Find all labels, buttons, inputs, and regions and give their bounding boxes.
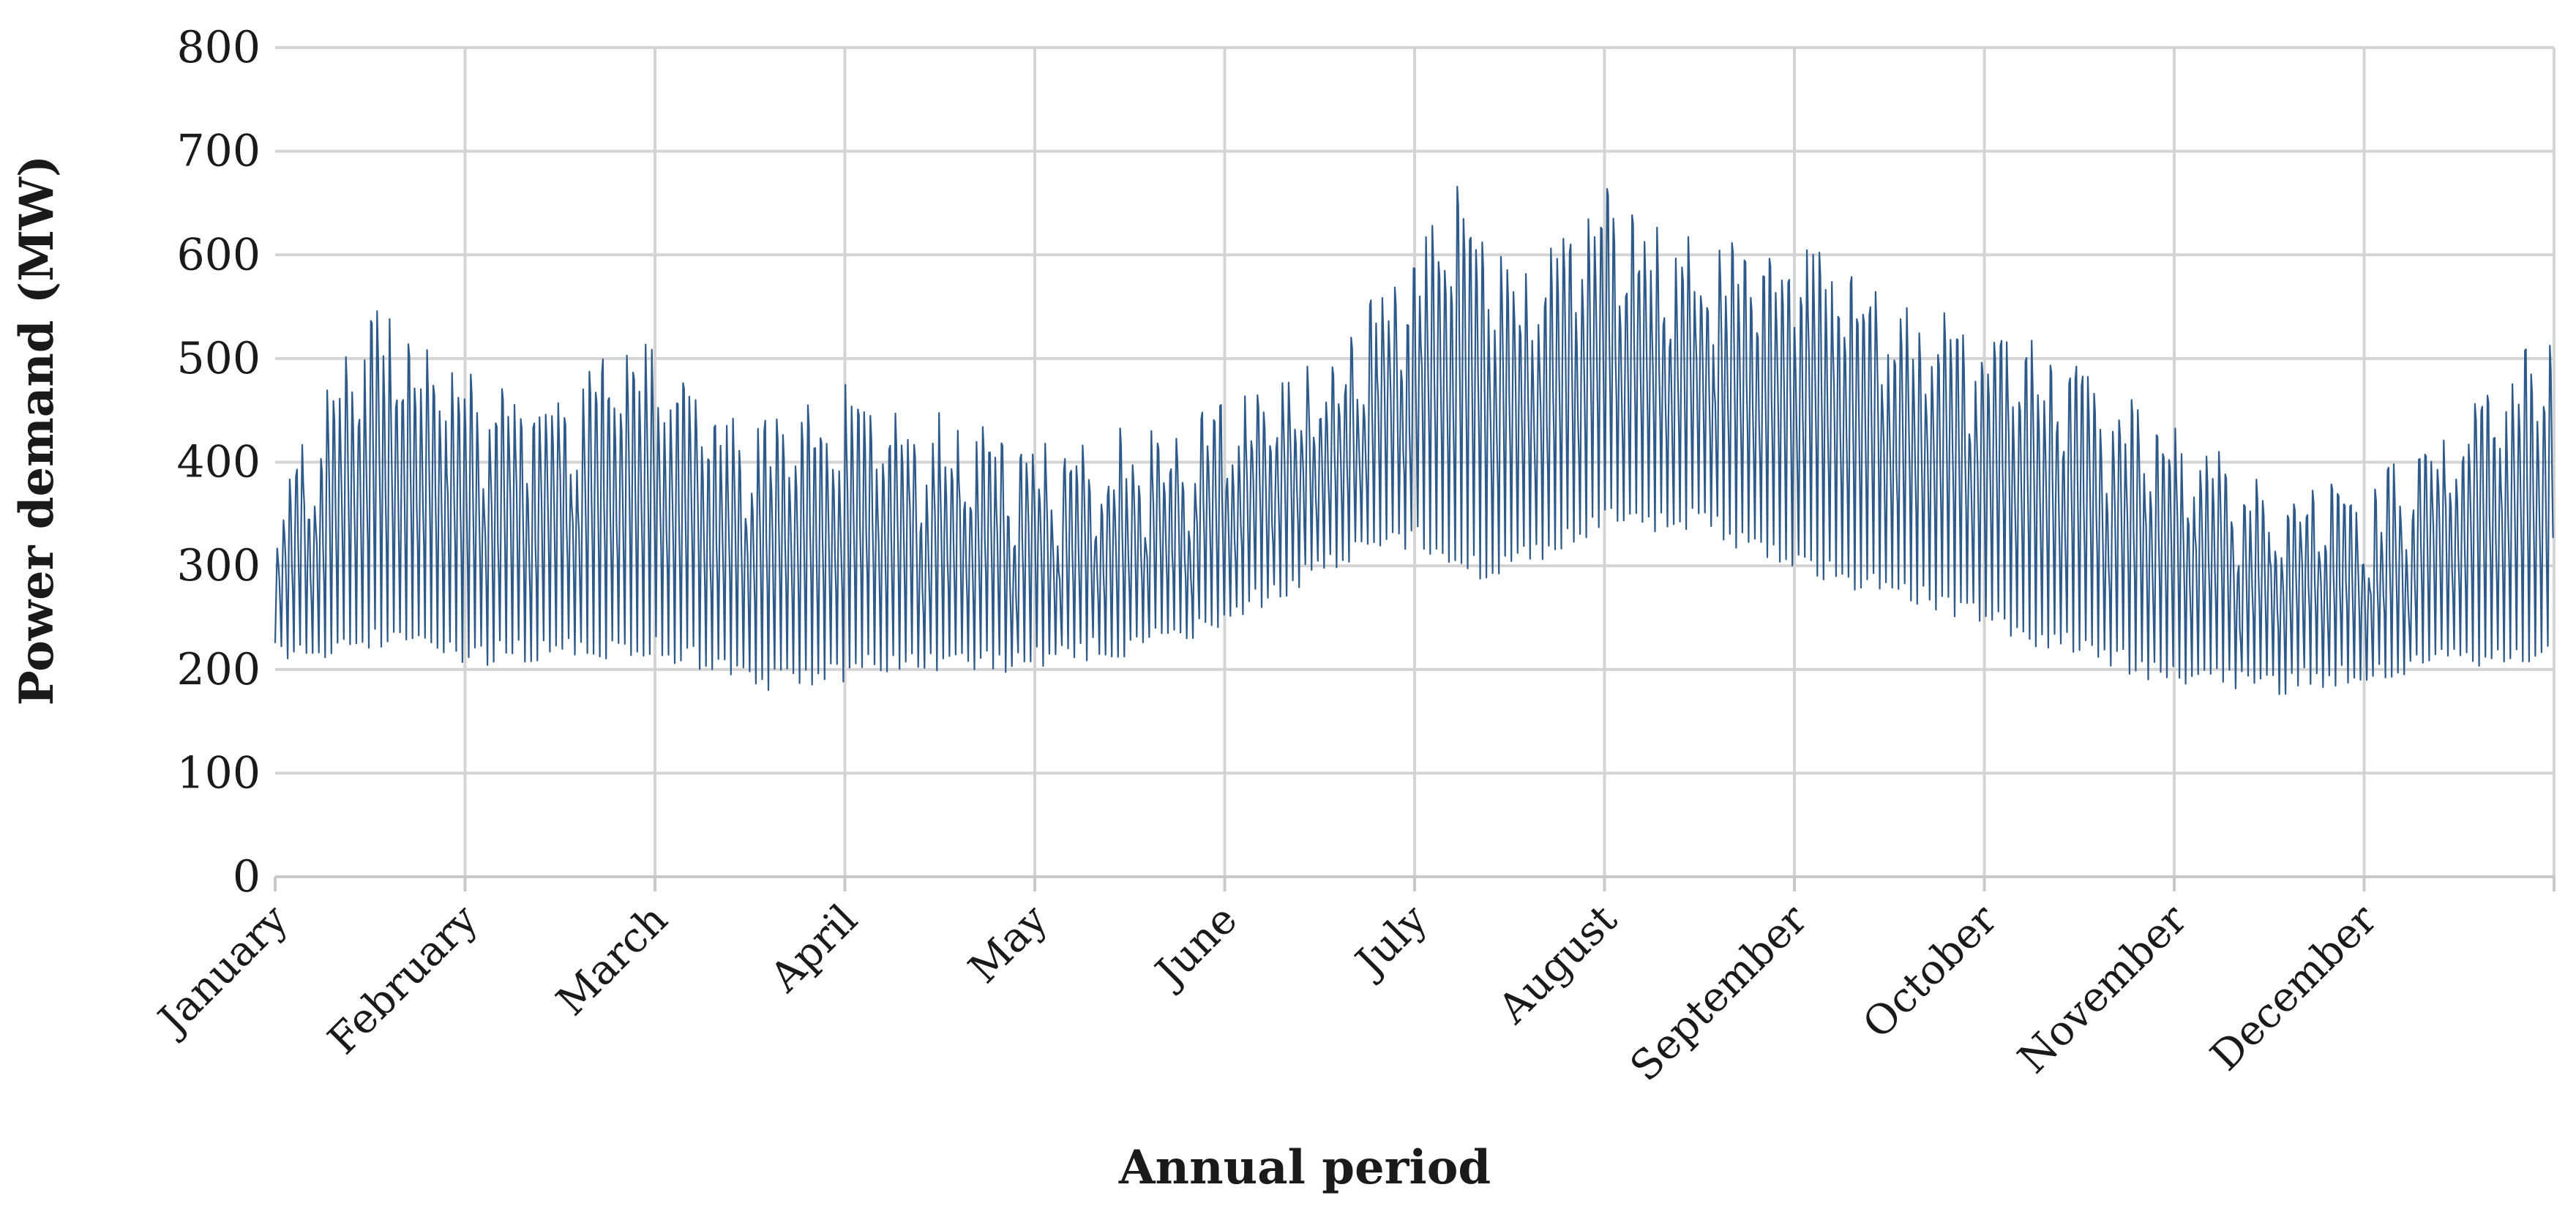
x-tick-label: March (547, 896, 677, 1025)
y-tick-label: 700 (176, 126, 261, 177)
x-tick-label: February (319, 896, 487, 1064)
y-axis-title: Power demand (MW) (10, 155, 64, 706)
y-tick-label: 600 (176, 229, 261, 280)
x-tick-label: October (1854, 896, 2006, 1048)
y-tick-label: 0 (233, 851, 261, 902)
y-tick-label: 800 (176, 22, 261, 73)
x-axis-title: Annual period (1118, 1140, 1491, 1195)
x-tick-label: April (761, 896, 867, 1002)
x-tick-label: May (959, 896, 1057, 993)
x-tick-labels: January February March April May June July Augu… (147, 896, 2386, 1091)
axis-layer (274, 875, 2556, 891)
x-tick-label: January (147, 896, 297, 1046)
y-tick-label: 400 (176, 437, 261, 488)
y-tick-label: 200 (176, 644, 261, 695)
power-demand-series-line (274, 185, 2554, 695)
x-tick-label: June (1145, 896, 1247, 998)
x-tick-label: July (1344, 896, 1437, 988)
y-tick-labels: 0 100 200 300 400 500 600 700 800 (176, 22, 261, 902)
y-tick-label: 100 (176, 747, 261, 798)
x-tick-label: August (1489, 896, 1627, 1033)
x-tick-label: November (2009, 896, 2196, 1083)
x-tick-label: September (1621, 896, 1816, 1091)
series-layer (274, 185, 2554, 695)
x-tick-label: December (2201, 896, 2386, 1080)
grid-layer (275, 46, 2556, 877)
y-tick-label: 300 (176, 540, 261, 591)
y-tick-label: 500 (176, 333, 261, 384)
